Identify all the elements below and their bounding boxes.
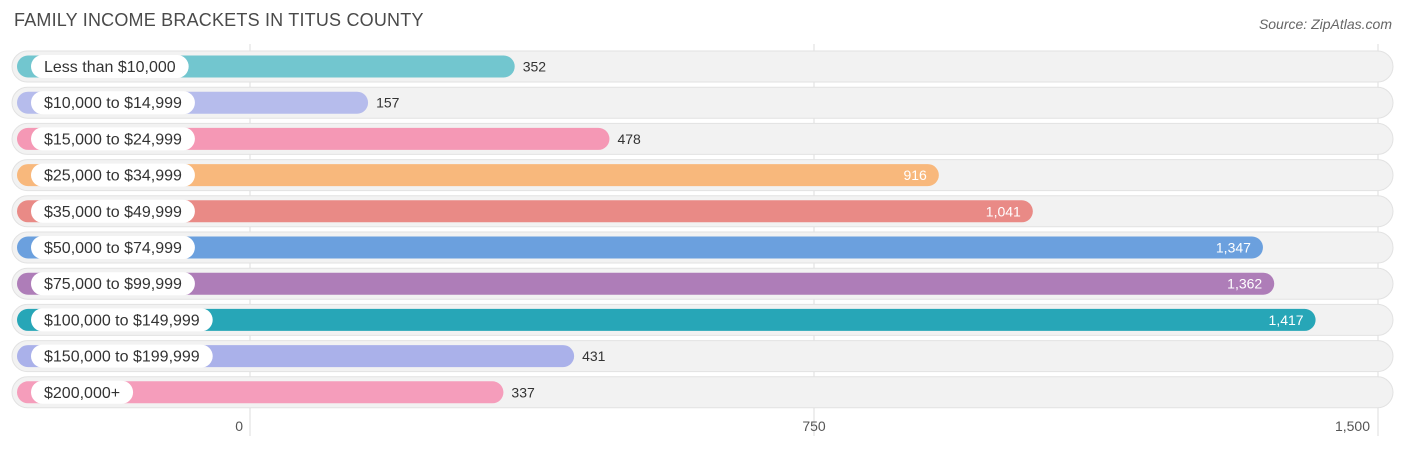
value-label: 431 <box>582 348 606 364</box>
x-tick-label: 750 <box>802 418 826 434</box>
category-label: $15,000 to $24,999 <box>44 131 182 148</box>
category-label: $10,000 to $14,999 <box>44 95 182 112</box>
category-label: $25,000 to $34,999 <box>44 168 182 185</box>
x-tick-label: 0 <box>235 418 243 434</box>
category-label-pill <box>31 380 134 404</box>
category-label: $35,000 to $49,999 <box>44 204 182 221</box>
value-label: 478 <box>617 131 641 147</box>
bar[interactable] <box>17 308 1316 331</box>
bar[interactable] <box>17 200 1033 223</box>
category-label-pill <box>31 163 195 187</box>
value-label: 1,347 <box>1216 240 1251 256</box>
value-label: 337 <box>511 384 535 400</box>
category-label: $150,000 to $199,999 <box>44 349 200 366</box>
bar[interactable] <box>17 272 1275 295</box>
category-label: $50,000 to $74,999 <box>44 240 182 257</box>
value-label: 1,417 <box>1269 312 1304 328</box>
category-label-pill <box>31 199 195 223</box>
value-label: 916 <box>903 167 927 183</box>
category-label: $100,000 to $149,999 <box>44 312 200 329</box>
category-label: Less than $10,000 <box>44 59 176 76</box>
bar[interactable] <box>17 381 504 404</box>
chart-source: Source: ZipAtlas.com <box>1258 16 1392 32</box>
category-label-pill <box>31 127 195 151</box>
category-label-pill <box>31 55 189 78</box>
x-tick-label: 1,500 <box>1335 418 1370 434</box>
bar[interactable] <box>17 236 1263 259</box>
value-label: 1,041 <box>986 203 1021 219</box>
category-label-pill <box>31 308 213 332</box>
value-label: 352 <box>523 59 547 75</box>
category-label-pill <box>31 272 195 296</box>
value-label: 157 <box>376 95 400 111</box>
category-label: $200,000+ <box>44 385 120 402</box>
category-label-pill <box>31 344 213 368</box>
category-label-pill <box>31 236 195 259</box>
category-label-pill <box>31 91 195 115</box>
category-label: $75,000 to $99,999 <box>44 276 182 293</box>
value-label: 1,362 <box>1227 276 1262 292</box>
bar[interactable] <box>17 164 939 187</box>
chart-title: FAMILY INCOME BRACKETS IN TITUS COUNTY <box>14 10 424 30</box>
